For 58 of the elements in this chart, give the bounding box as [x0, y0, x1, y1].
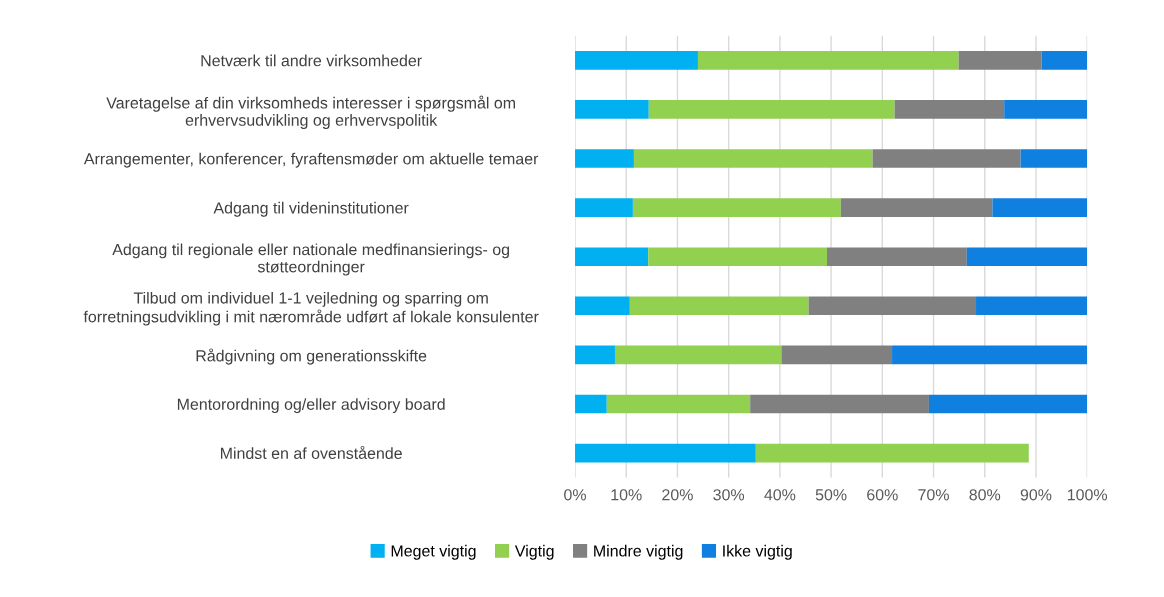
y-tick-label: Tilbud om individuel 1-1 vejledning og sparring om forretningsudvikling i mit nærområde udført af lokale konsulenter — [83, 291, 539, 326]
bar — [894, 100, 1005, 119]
x-tick-label: 10% — [611, 489, 642, 501]
y-tick-label: Mentorordning og/eller advisory board — [177, 398, 445, 414]
bar — [750, 394, 929, 414]
legend-label: Ikke vigtig — [723, 544, 792, 560]
y-tick-label: Netværk til andre virksomheder — [201, 54, 422, 67]
bar — [958, 51, 1042, 70]
bar — [827, 247, 967, 267]
x-tick-label: 0% — [564, 489, 586, 501]
x-tick-label: 80% — [969, 489, 1001, 501]
bar — [892, 345, 1088, 365]
x-tick-label: 30% — [713, 489, 745, 501]
bar — [632, 198, 841, 217]
bar — [992, 198, 1088, 217]
bar — [928, 394, 1088, 414]
x-tick-label: 20% — [662, 489, 693, 501]
bar — [697, 51, 959, 70]
y-tick-label: Rådgivning om generationsskifte — [196, 348, 427, 365]
bar — [648, 247, 827, 267]
bar — [648, 100, 895, 119]
bar — [575, 296, 630, 316]
bar — [575, 443, 756, 463]
bar — [1020, 149, 1088, 168]
bar — [633, 149, 873, 168]
bar — [575, 149, 634, 168]
bar — [614, 345, 782, 365]
x-tick-label: 40% — [764, 489, 796, 501]
legend-label: Meget vigtig — [391, 544, 476, 560]
bar — [1004, 100, 1088, 119]
bar — [629, 296, 809, 316]
bar — [976, 296, 1088, 316]
bar — [755, 443, 1029, 463]
bar — [840, 198, 993, 217]
bar — [575, 394, 607, 414]
bar — [606, 394, 751, 414]
y-tick-label: Arrangementer, konferencer, fyraftensmøder om aktuelle temaer — [83, 152, 539, 168]
legend-label: Mindre vigtig — [594, 544, 683, 560]
bar — [575, 198, 633, 217]
bar — [1041, 51, 1088, 70]
bar — [575, 51, 698, 70]
x-tick-label: 100% — [1067, 489, 1108, 501]
y-tick-label: Adgang til videninstitutioner — [213, 201, 409, 217]
x-tick-label: 60% — [867, 489, 898, 501]
bar — [966, 247, 1088, 267]
x-tick-label: 90% — [1020, 489, 1052, 501]
x-tick-label: 70% — [918, 489, 949, 501]
x-tick-label: 50% — [815, 489, 847, 501]
y-tick-label: Varetagelse af din virksomheds interesser i spørgsmål om erhvervsudvikling og erhvervspolitik — [106, 95, 515, 129]
bar — [575, 100, 649, 119]
y-tick-label: Adgang til regionale eller nationale medfinansierings- og støtteordninger — [112, 243, 509, 276]
y-tick-label: Mindst en af ovenstående — [220, 445, 402, 459]
bar — [872, 149, 1021, 168]
bar — [575, 247, 649, 267]
bar — [808, 296, 977, 316]
legend-label: Vigtig — [514, 544, 554, 560]
bar — [575, 345, 615, 365]
bar — [781, 345, 893, 365]
